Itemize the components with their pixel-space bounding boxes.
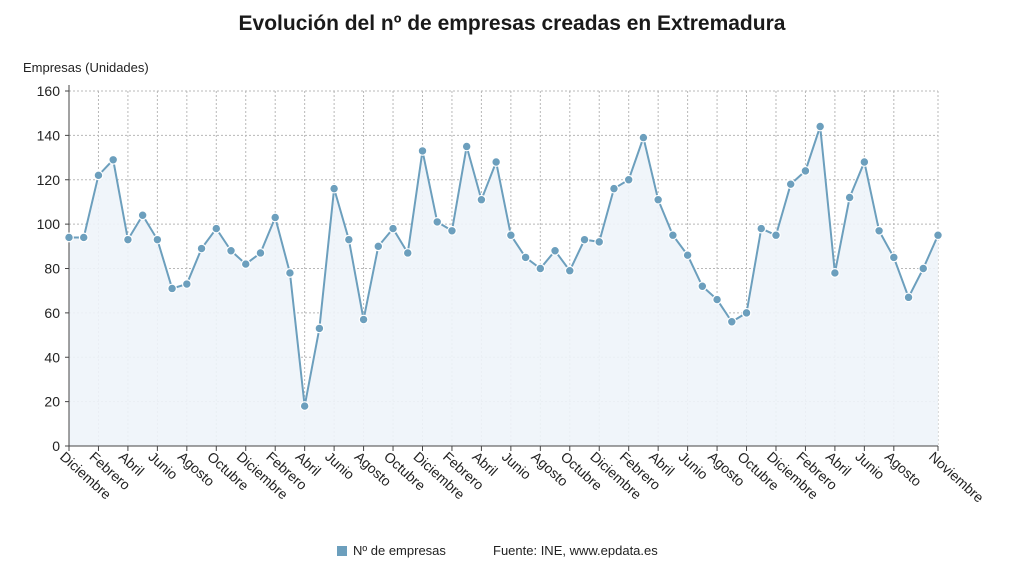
- source-note: Fuente: INE, www.epdata.es: [493, 543, 658, 558]
- data-point: [343, 234, 354, 245]
- y-tick-label: 0: [52, 438, 60, 454]
- x-tick-label: Junio: [676, 448, 712, 482]
- legend-label: Nº de empresas: [353, 543, 446, 558]
- y-tick-label: 40: [44, 349, 60, 365]
- data-point: [226, 245, 236, 256]
- y-tick-label: 60: [44, 305, 60, 321]
- data-point: [402, 248, 413, 258]
- data-point: [417, 146, 428, 156]
- data-point: [388, 223, 398, 234]
- data-point: [299, 401, 310, 411]
- x-tick-label: Junio: [322, 448, 358, 482]
- data-point: [329, 183, 340, 194]
- data-point: [829, 268, 840, 278]
- data-point: [358, 314, 369, 325]
- chart-title: Evolución del nº de empresas creadas en …: [238, 12, 786, 35]
- data-point: [712, 294, 722, 305]
- data-point: [874, 225, 884, 236]
- y-tick-label: 100: [37, 216, 61, 232]
- x-tick-label: Junio: [499, 448, 535, 482]
- data-point: [697, 281, 708, 292]
- x-tick-label: Noviembre: [926, 448, 987, 505]
- data-point: [800, 165, 811, 176]
- data-point: [550, 245, 560, 256]
- data-point: [859, 157, 870, 167]
- y-axis-label: Empresas (Unidades): [23, 60, 149, 75]
- data-point: [771, 230, 781, 241]
- data-point: [933, 230, 943, 241]
- data-point: [181, 279, 192, 289]
- y-tick-label: 140: [37, 127, 61, 143]
- data-point: [623, 174, 634, 185]
- data-point: [78, 232, 89, 243]
- data-point: [373, 241, 384, 252]
- data-point: [432, 217, 443, 227]
- data-point: [314, 323, 325, 334]
- data-point: [844, 192, 855, 203]
- y-tick-label: 160: [37, 83, 61, 99]
- data-point: [815, 121, 826, 132]
- data-point: [270, 212, 281, 223]
- data-point: [564, 265, 575, 276]
- data-point: [520, 252, 531, 263]
- data-point: [741, 307, 752, 318]
- data-point: [653, 194, 664, 205]
- series-points: [64, 121, 943, 411]
- x-tick-label: Junio: [145, 448, 181, 482]
- data-point: [240, 259, 251, 269]
- data-point: [579, 234, 590, 245]
- data-point: [888, 252, 899, 263]
- data-point: [255, 248, 266, 258]
- series-area: [69, 126, 938, 446]
- data-point: [903, 292, 914, 303]
- data-point: [152, 234, 163, 245]
- data-point: [123, 234, 133, 245]
- data-point: [108, 154, 119, 165]
- data-point: [93, 170, 104, 181]
- data-point: [64, 232, 74, 243]
- data-point: [785, 179, 796, 190]
- data-point: [137, 210, 148, 221]
- y-tick-label: 80: [44, 261, 60, 277]
- x-tick-label: Agosto: [882, 448, 925, 489]
- data-point: [447, 225, 457, 236]
- data-point: [461, 141, 472, 152]
- data-point: [535, 263, 546, 274]
- data-point: [285, 268, 295, 278]
- data-point: [756, 223, 767, 234]
- legend-swatch: [337, 545, 347, 556]
- legend: Nº de empresas: [337, 543, 446, 558]
- data-point: [211, 223, 222, 234]
- data-point: [638, 132, 649, 143]
- data-point: [505, 230, 516, 241]
- data-point: [667, 230, 678, 241]
- data-point: [167, 283, 178, 294]
- data-point: [594, 236, 605, 247]
- x-tick-label: Junio: [852, 448, 888, 482]
- data-point: [491, 157, 502, 167]
- data-point: [196, 243, 207, 254]
- data-point: [476, 194, 487, 205]
- y-tick-label: 120: [37, 172, 61, 188]
- data-point: [918, 263, 929, 274]
- y-tick-label: 20: [44, 394, 60, 410]
- data-point: [609, 183, 619, 194]
- data-point: [726, 316, 737, 327]
- data-point: [682, 250, 693, 261]
